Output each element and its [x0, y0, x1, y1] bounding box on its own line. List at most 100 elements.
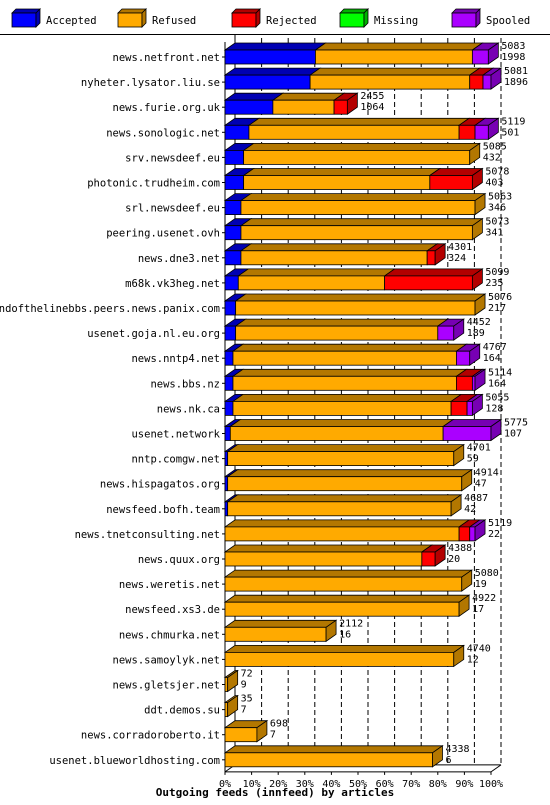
bar-segment-refused: [231, 343, 468, 366]
total-label: 698: [270, 719, 288, 730]
bar-face: [224, 652, 455, 667]
bar-side: [453, 318, 465, 341]
total-label: 5085: [483, 141, 507, 152]
accepted-label: 324: [448, 253, 466, 264]
bar-segment-refused: [231, 368, 468, 391]
bar-side: [434, 544, 446, 567]
bar-top: [231, 343, 468, 352]
bar-face: [437, 325, 455, 341]
bar-segment-refused: [239, 193, 487, 216]
bar-top: [308, 67, 481, 76]
total-label: 2455: [360, 91, 384, 102]
legend-swatch-side: [35, 8, 41, 28]
bar-side: [471, 393, 483, 417]
row-label: news.furie.org.uk: [113, 102, 221, 114]
bar-face: [466, 400, 473, 416]
bar-top: [271, 92, 346, 101]
total-label: 4767: [483, 342, 507, 353]
bar-segment-refused: [223, 619, 338, 642]
accepted-label: 16: [339, 629, 351, 640]
bar-side: [325, 619, 337, 643]
bar-face: [227, 501, 452, 517]
bar-face: [224, 350, 234, 366]
row-label: news.bbs.nz: [150, 378, 220, 390]
bar-top: [383, 268, 484, 277]
bar-face: [232, 375, 457, 391]
bar-segment-refused: [226, 469, 474, 492]
bar-side: [227, 694, 239, 718]
bar-segment-refused: [247, 117, 471, 140]
total-label: 5055: [485, 392, 509, 403]
x-tick-label: 50%: [349, 779, 367, 790]
bar-segment-refused: [223, 745, 444, 768]
legend-swatch-side: [475, 8, 481, 28]
bar-side: [453, 443, 465, 467]
bar-face: [482, 74, 492, 90]
bar-face: [237, 275, 386, 291]
bar-top: [223, 745, 444, 754]
x-axis-corner: [490, 764, 502, 773]
bar-segment-refused: [226, 444, 466, 467]
total-label: 5114: [488, 367, 512, 378]
bar-segment-rejected: [383, 268, 484, 291]
plot-area: 0% 10% 20% 30% 40% 50% 60% 70% 80% 90% 100% news.ne…: [0, 35, 528, 790]
bar-face: [224, 250, 242, 266]
bar-face: [224, 275, 239, 291]
bar-face: [232, 350, 457, 366]
accepted-label: 346: [488, 203, 506, 214]
bar-segment-accepted: [223, 293, 247, 316]
bar-segment-refused: [314, 42, 484, 65]
row-label: news.quux.org: [138, 554, 220, 566]
legend-label-rejected: Rejected: [266, 15, 317, 27]
accepted-label: 189: [467, 328, 485, 339]
row-label: usenet.blueworldhosting.com: [49, 755, 220, 767]
accepted-label: 17: [472, 604, 484, 615]
total-label: 5073: [485, 217, 509, 228]
bar-side: [490, 418, 502, 442]
legend-label-accepted: Accepted: [46, 15, 97, 27]
bar-top: [223, 569, 474, 578]
total-label: 4914: [475, 468, 499, 479]
total-label: 4740: [467, 643, 491, 654]
accepted-label: 59: [467, 454, 479, 465]
bar-segment-refused: [223, 594, 471, 617]
bar-segment-refused: [234, 318, 450, 341]
bar-segment-refused: [239, 243, 439, 266]
bar-segment-refused: [231, 393, 463, 416]
bar-side: [490, 67, 502, 90]
bar-face: [474, 124, 489, 140]
total-label: 4922: [472, 593, 496, 604]
bar-top: [234, 318, 450, 327]
accepted-label: 403: [485, 178, 503, 189]
accepted-label: 501: [501, 127, 519, 138]
legend-swatch: [117, 12, 143, 28]
chart-legend: Accepted Refused Rejected Missing Spooled: [0, 8, 550, 35]
legend-swatch-top: [339, 8, 369, 14]
bar-side: [474, 293, 486, 316]
x-tick-label: 40%: [322, 779, 340, 790]
x-axis-label: Outgoing feeds (innfeed) by articles: [156, 786, 394, 799]
accepted-label: 1896: [504, 77, 528, 88]
bar-top: [231, 368, 468, 377]
x-tick-label: 100%: [479, 779, 503, 790]
bar-face: [224, 551, 423, 567]
row-label: news.hispagatos.org: [100, 479, 220, 491]
legend-label-refused: Refused: [152, 15, 196, 27]
total-label: 5083: [501, 41, 525, 52]
accepted-label: 6: [445, 755, 451, 766]
accepted-label: 235: [485, 278, 503, 289]
row-label: news.dne3.net: [138, 253, 220, 265]
bar-top: [242, 142, 481, 151]
bar-segment-refused: [226, 494, 463, 517]
bar-face: [229, 426, 444, 441]
total-label: 5081: [504, 66, 528, 77]
bar-segment-accepted: [223, 42, 327, 65]
bar-segment-spooled: [471, 42, 500, 65]
bar-top: [226, 444, 466, 453]
bar-face: [243, 175, 431, 190]
